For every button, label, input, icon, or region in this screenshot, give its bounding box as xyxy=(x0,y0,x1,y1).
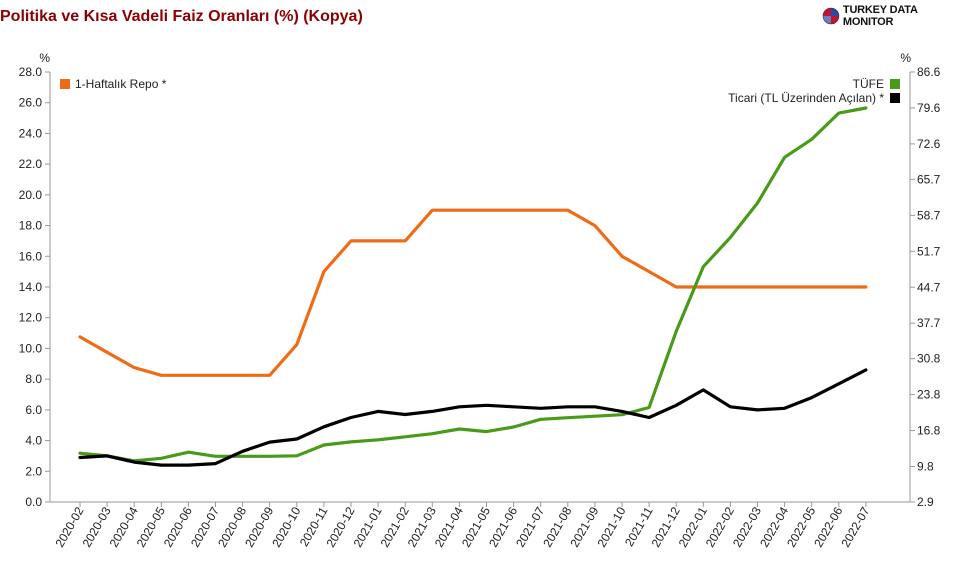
y-right-tick-label: 2.9 xyxy=(917,495,934,509)
legend-label-tufe: TÜFE xyxy=(853,77,884,91)
y-left-tick-label: 14.0 xyxy=(19,280,43,294)
y-right-tick-label: 51.7 xyxy=(917,244,941,258)
y-right-tick-label: 37.7 xyxy=(917,316,941,330)
y-left-tick-label: 26.0 xyxy=(19,96,43,110)
y-left-tick-label: 20.0 xyxy=(19,188,43,202)
globe-icon xyxy=(822,7,840,25)
legend-left: 1-Haftalık Repo * xyxy=(60,77,167,91)
chart-title: Politika ve Kısa Vadeli Faiz Oranları (%… xyxy=(0,8,363,25)
y-left-tick-label: 18.0 xyxy=(19,219,43,233)
series-line-repo xyxy=(78,208,868,377)
y-left-tick-label: 12.0 xyxy=(19,311,43,325)
y-left-tick-label: 10.0 xyxy=(19,341,43,355)
legend-swatch-repo xyxy=(60,79,70,89)
y-left-tick-label: 22.0 xyxy=(19,157,43,171)
legend-swatch-tufe xyxy=(890,79,900,89)
y-right-tick-label: 58.7 xyxy=(917,208,941,222)
y-right-tick-label: 30.8 xyxy=(917,352,941,366)
y-right-tick-label: 79.6 xyxy=(917,101,941,115)
y-right-tick-label: 65.7 xyxy=(917,172,941,186)
y-left-tick-label: 0.0 xyxy=(25,495,42,509)
y-left-tick-label: 16.0 xyxy=(19,249,43,263)
y-axis-right-label: % xyxy=(900,51,911,65)
y-right-tick-label: 23.8 xyxy=(917,388,941,402)
brand-name: TURKEY DATA MONITOR xyxy=(842,4,918,28)
legend-swatch-ticari xyxy=(890,93,900,103)
y-left-tick-label: 24.0 xyxy=(19,126,43,140)
y-right-tick-label: 9.8 xyxy=(917,460,934,474)
series-line-ticari xyxy=(78,368,868,467)
brand-logo: TURKEY DATA MONITOR xyxy=(822,4,970,28)
y-left-tick-label: 2.0 xyxy=(25,464,42,478)
y-left-tick-label: 8.0 xyxy=(25,372,42,386)
legend-label-ticari: Ticari (TL Üzerinden Açılan) * xyxy=(728,91,884,105)
y-right-tick-label: 16.8 xyxy=(917,424,941,438)
y-right-tick-label: 44.7 xyxy=(917,280,941,294)
y-right-tick-label: 86.6 xyxy=(917,65,941,79)
y-axis-left-label: % xyxy=(39,51,50,65)
y-left-tick-label: 28.0 xyxy=(19,65,43,79)
y-left-tick-label: 6.0 xyxy=(25,403,42,417)
y-left-tick-label: 4.0 xyxy=(25,434,42,448)
y-right-tick-label: 72.6 xyxy=(917,137,941,151)
legend-right: TÜFE Ticari (TL Üzerinden Açılan) * xyxy=(728,77,900,105)
legend-label-repo: 1-Haftalık Repo * xyxy=(75,77,167,91)
series-line-tufe xyxy=(78,106,868,463)
